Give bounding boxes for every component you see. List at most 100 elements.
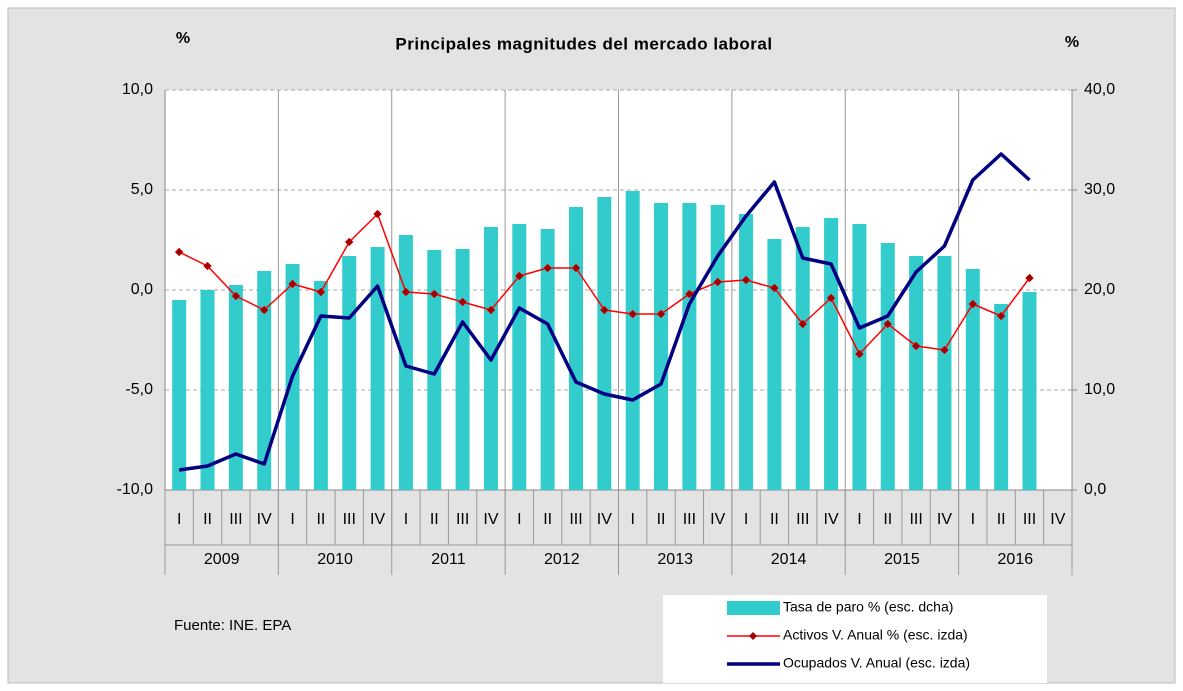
year-label: 2016	[998, 551, 1034, 568]
y2-tick-label: 30,0	[1084, 181, 1115, 198]
bar	[710, 205, 725, 490]
marker	[344, 237, 354, 247]
bar	[512, 224, 527, 490]
year-label: 2010	[317, 551, 353, 568]
x-tick-label: I	[177, 511, 181, 528]
bar	[909, 256, 924, 490]
y2-tick-label: 40,0	[1084, 81, 1115, 98]
y-tick-label: 0,0	[131, 281, 153, 298]
marker	[429, 289, 439, 299]
bar	[767, 239, 782, 490]
year-label: 2013	[657, 551, 693, 568]
x-tick-label: I	[290, 511, 294, 528]
marker	[940, 345, 949, 355]
x-tick-label: I	[744, 511, 748, 528]
legend-label: Tasa de paro % (esc. dcha)	[783, 599, 953, 615]
y2-axis-label: %	[1065, 34, 1079, 51]
marker	[798, 319, 808, 329]
bar	[228, 285, 243, 490]
x-tick-label: IV	[824, 511, 839, 528]
legend-swatch	[727, 601, 780, 615]
bar	[455, 249, 470, 490]
x-tick-label: III	[1023, 511, 1036, 528]
marker	[685, 289, 694, 299]
marker	[968, 299, 978, 309]
marker	[599, 305, 609, 315]
marker	[826, 293, 836, 303]
marker	[713, 277, 723, 287]
x-tick-label: III	[569, 511, 582, 528]
x-tick-label: II	[430, 511, 439, 528]
legend-label: Ocupados V. Anual (esc. izda)	[783, 655, 970, 671]
x-tick-label: I	[857, 511, 861, 528]
y2-tick-label: 0,0	[1084, 481, 1106, 498]
bar	[824, 218, 839, 490]
x-tick-label: III	[343, 511, 356, 528]
y-tick-label: 5,0	[131, 181, 153, 198]
bar	[597, 197, 612, 490]
marker	[911, 341, 921, 351]
marker	[996, 311, 1006, 321]
marker	[203, 261, 212, 271]
bar	[739, 214, 754, 490]
y-axis-label: %	[176, 30, 190, 47]
x-tick-label: IV	[483, 511, 498, 528]
x-tick-label: II	[997, 511, 1006, 528]
marker	[231, 291, 241, 301]
bar	[682, 203, 697, 490]
bar	[937, 256, 952, 490]
x-tick-label: I	[630, 511, 634, 528]
x-tick-label: III	[909, 511, 922, 528]
x-tick-label: IV	[1050, 511, 1065, 528]
bar	[313, 281, 328, 490]
marker	[855, 349, 864, 359]
x-tick-label: II	[883, 511, 892, 528]
chart-title: Principales magnitudes del mercado labor…	[395, 34, 772, 53]
x-tick-label: II	[770, 511, 779, 528]
marker	[458, 297, 467, 307]
marker	[656, 309, 666, 319]
x-tick-label: III	[229, 511, 242, 528]
marker	[486, 305, 496, 315]
legend-marker	[749, 632, 757, 640]
source-note: Fuente: INE. EPA	[174, 617, 291, 634]
legend-label: Activos V. Anual % (esc. izda)	[783, 627, 968, 643]
bar	[1022, 292, 1037, 490]
bar	[880, 243, 895, 490]
marker	[288, 279, 297, 289]
y-tick-label: 10,0	[122, 81, 153, 98]
x-tick-label: IV	[937, 511, 952, 528]
marker	[1025, 273, 1034, 283]
marker	[316, 287, 326, 297]
x-tick-label: III	[683, 511, 696, 528]
marker	[514, 271, 524, 281]
bar	[257, 271, 272, 490]
x-tick-label: I	[971, 511, 975, 528]
x-tick-label: IV	[257, 511, 272, 528]
x-tick-label: III	[796, 511, 809, 528]
x-tick-label: II	[657, 511, 666, 528]
marker	[543, 263, 552, 273]
year-label: 2015	[884, 551, 920, 568]
bar	[370, 247, 385, 490]
bar	[994, 304, 1009, 490]
marker	[770, 283, 779, 293]
bar	[795, 227, 810, 490]
x-tick-label: IV	[597, 511, 612, 528]
bar	[568, 207, 583, 490]
y2-tick-label: 20,0	[1084, 281, 1115, 298]
bar	[172, 300, 187, 490]
year-label: 2009	[204, 551, 240, 568]
year-label: 2014	[771, 551, 807, 568]
marker	[373, 209, 382, 219]
year-label: 2012	[544, 551, 580, 568]
year-label: 2011	[431, 551, 466, 568]
bar	[342, 256, 357, 490]
y-tick-label: -5,0	[125, 381, 153, 398]
x-tick-label: II	[543, 511, 552, 528]
bar	[540, 229, 555, 490]
bar	[654, 203, 669, 490]
y2-tick-label: 10,0	[1084, 381, 1115, 398]
